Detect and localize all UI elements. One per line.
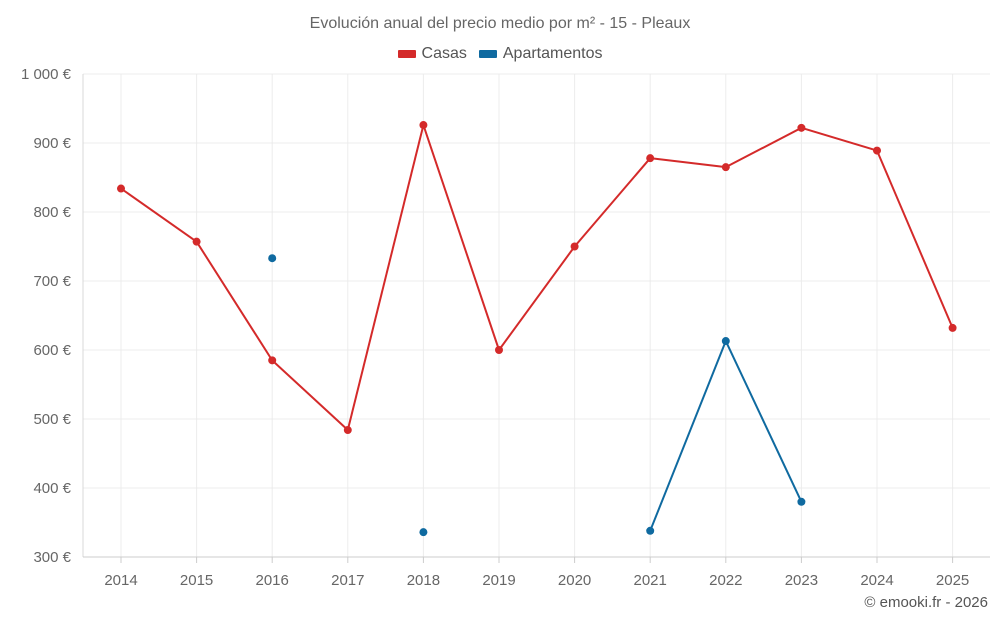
- legend-item-casas[interactable]: Casas: [397, 45, 467, 63]
- y-tick-label: 400 €: [33, 480, 71, 497]
- data-point-apartamentos[interactable]: [419, 528, 428, 537]
- data-point-casas[interactable]: [117, 184, 125, 193]
- x-tick-label: 2015: [180, 572, 213, 589]
- data-point-casas[interactable]: [343, 426, 352, 435]
- x-tick-label: 2016: [256, 572, 289, 589]
- series-line-casas: [725, 126, 802, 169]
- data-point-casas[interactable]: [797, 123, 806, 132]
- series-line-casas: [801, 126, 878, 152]
- y-tick-label: 300 €: [33, 549, 71, 566]
- legend-item-apartamentos[interactable]: Apartamentos: [478, 45, 603, 63]
- series-line-apartamentos: [649, 340, 727, 532]
- y-tick-label: 900 €: [33, 135, 71, 152]
- legend-label-apartamentos: Apartamentos: [502, 45, 603, 62]
- data-point-apartamentos[interactable]: [268, 254, 277, 263]
- series-line-casas: [120, 187, 198, 243]
- data-point-casas[interactable]: [646, 154, 655, 163]
- data-point-casas[interactable]: [570, 242, 579, 251]
- series-line-casas: [498, 245, 576, 351]
- data-point-apartamentos[interactable]: [797, 497, 806, 506]
- data-point-apartamentos[interactable]: [721, 337, 730, 346]
- x-tick-label: 2024: [860, 572, 893, 589]
- x-tick-label: 2018: [407, 572, 440, 589]
- data-point-casas[interactable]: [873, 146, 881, 155]
- data-point-casas[interactable]: [948, 323, 957, 332]
- series-line-casas: [422, 124, 500, 351]
- y-tick-label: 500 €: [33, 411, 71, 428]
- data-point-casas[interactable]: [495, 346, 503, 354]
- series-line-casas: [195, 241, 274, 361]
- chart-title: Evolución anual del precio medio por m² …: [309, 15, 691, 32]
- y-tick-label: 600 €: [33, 342, 71, 359]
- y-tick-label: 800 €: [33, 204, 71, 221]
- series-line-casas: [271, 359, 349, 431]
- x-tick-label: 2017: [331, 572, 364, 589]
- series-line-casas: [573, 157, 651, 248]
- legend-swatch-apartamentos: [478, 50, 497, 58]
- series-line-casas: [650, 157, 726, 169]
- series-line-apartamentos: [724, 340, 803, 503]
- data-point-casas[interactable]: [192, 237, 201, 246]
- data-point-casas[interactable]: [268, 356, 277, 365]
- legend-label-casas: Casas: [421, 45, 467, 62]
- series-line-casas: [346, 124, 425, 431]
- x-tick-label: 2025: [936, 572, 969, 589]
- x-tick-label: 2021: [634, 572, 667, 589]
- x-tick-label: 2020: [558, 572, 591, 589]
- data-point-casas[interactable]: [419, 121, 428, 130]
- legend: Casas Apartamentos: [0, 45, 1000, 63]
- data-point-apartamentos[interactable]: [646, 526, 655, 535]
- x-tick-label: 2022: [709, 572, 742, 589]
- credit-text: © emooki.fr - 2026: [864, 594, 988, 611]
- x-tick-label: 2014: [104, 572, 137, 589]
- y-tick-label: 1 000 €: [21, 66, 72, 83]
- x-tick-label: 2019: [482, 572, 515, 589]
- data-point-casas[interactable]: [721, 163, 730, 172]
- x-tick-label: 2023: [785, 572, 818, 589]
- series-line-casas: [876, 150, 954, 329]
- y-tick-label: 700 €: [33, 273, 71, 290]
- legend-swatch-casas: [397, 50, 416, 58]
